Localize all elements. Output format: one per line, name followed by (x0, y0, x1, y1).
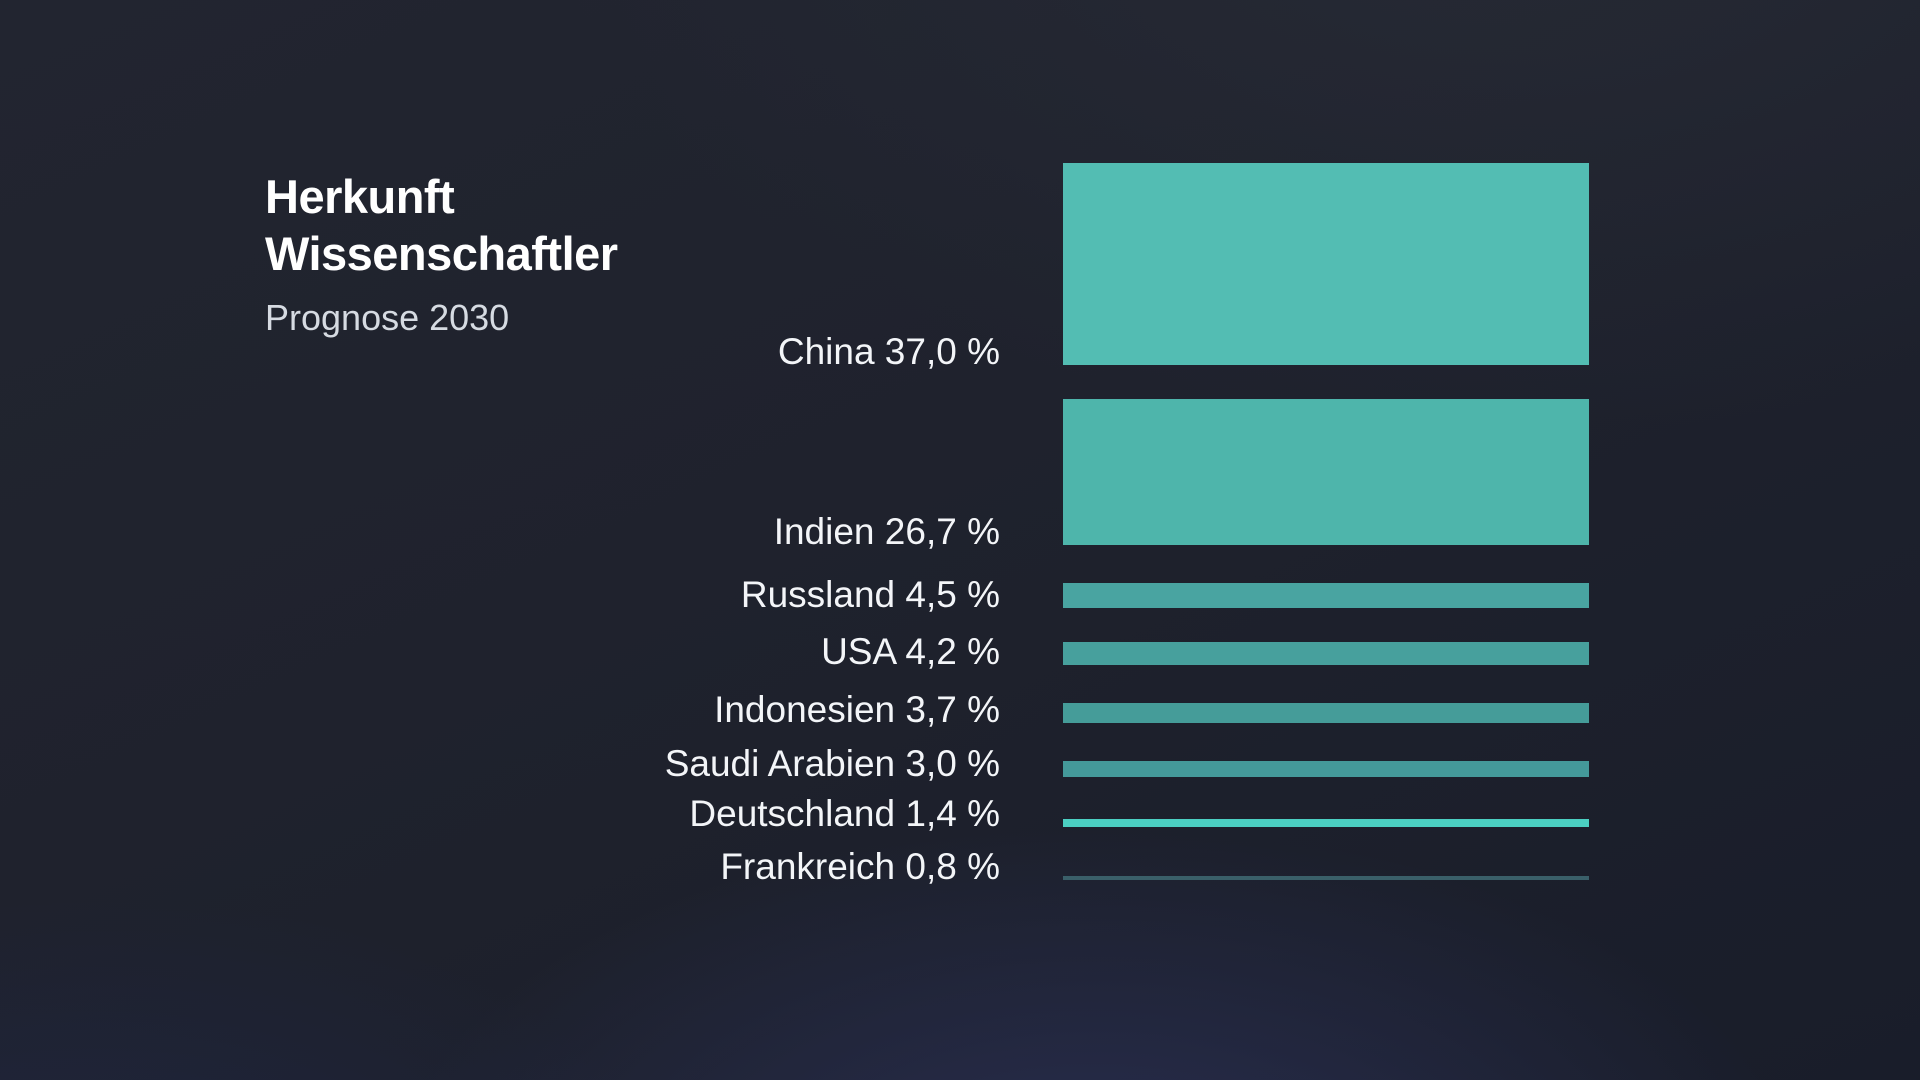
bar-deutschland (1063, 819, 1589, 827)
bar-label-indien: Indien 26,7 % (773, 511, 1000, 552)
bar-indien (1063, 399, 1589, 545)
title-block: Herkunft Wissenschaftler Prognose 2030 (265, 168, 618, 340)
bar-label-frankreich: Frankreich 0,8 % (720, 846, 1000, 887)
bar-label-saudi-arabien: Saudi Arabien 3,0 % (664, 743, 1000, 784)
chart-title-line1: Herkunft (265, 170, 455, 223)
bar-label-usa: USA 4,2 % (821, 631, 1000, 672)
chart-title-line2: Wissenschaftler (265, 227, 618, 280)
bar-frankreich (1063, 876, 1589, 880)
bar-label-indonesien: Indonesien 3,7 % (714, 689, 1000, 730)
bar-label-russland: Russland 4,5 % (740, 574, 1000, 615)
bar-saudi-arabien (1063, 761, 1589, 777)
bar-russland (1063, 583, 1589, 608)
bar-label-china: China 37,0 % (777, 331, 1000, 372)
chart-subtitle: Prognose 2030 (265, 297, 510, 338)
bar-usa (1063, 642, 1589, 665)
bar-china (1063, 163, 1589, 365)
bar-indonesien (1063, 703, 1589, 723)
bar-label-deutschland: Deutschland 1,4 % (689, 793, 1000, 834)
